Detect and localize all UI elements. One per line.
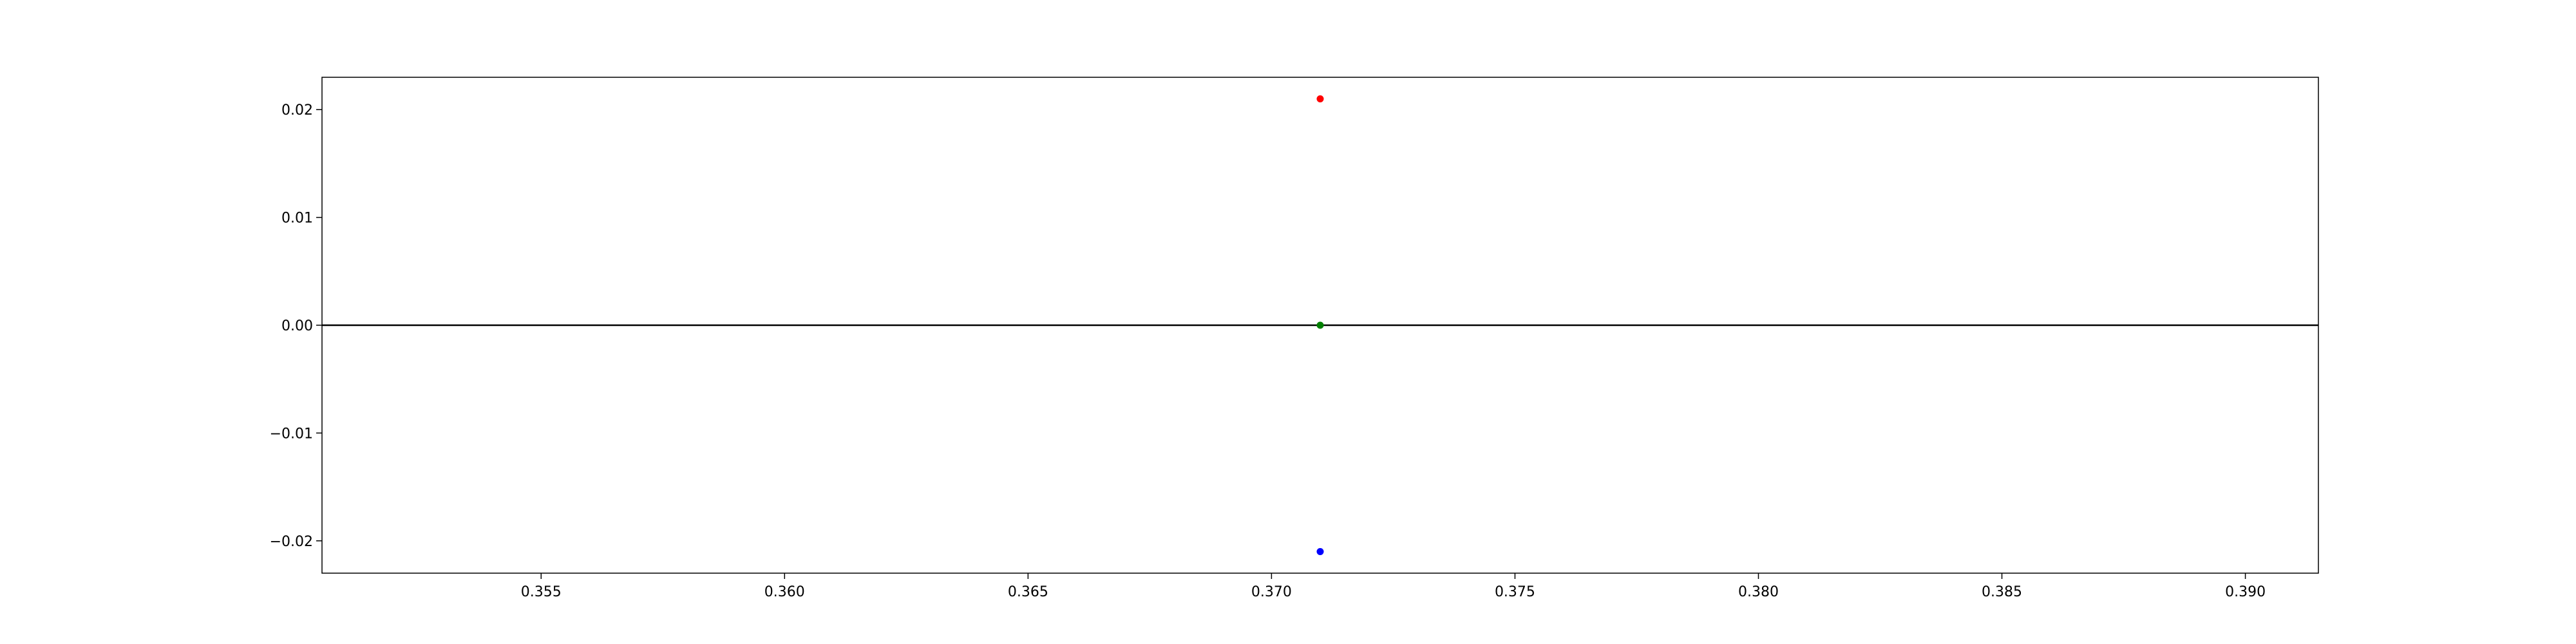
x-tick-label: 0.375 [1495,584,1535,600]
y-tick-label: 0.02 [281,102,313,118]
x-tick-label: 0.360 [764,584,805,600]
scatter-point [1316,95,1324,102]
scatter-point [1316,321,1324,329]
y-axis: 0.02 0.01 0.00 −0.01 −0.02 [270,102,322,550]
y-tick-label: 0.01 [281,211,313,227]
y-tick-label: −0.02 [270,534,313,550]
plot-area [322,95,2318,556]
x-tick-label: 0.380 [1738,584,1779,600]
x-tick-label: 0.390 [2225,584,2266,600]
y-tick-label: −0.01 [270,426,313,442]
x-tick-label: 0.355 [521,584,562,600]
y-tick-label: 0.00 [281,318,313,334]
x-tick-label: 0.370 [1251,584,1292,600]
scatter-point [1316,548,1324,556]
x-axis: 0.355 0.360 0.365 0.370 0.375 0.380 0.385 0.390 [521,573,2266,600]
x-tick-label: 0.385 [1982,584,2022,600]
x-tick-label: 0.365 [1008,584,1048,600]
